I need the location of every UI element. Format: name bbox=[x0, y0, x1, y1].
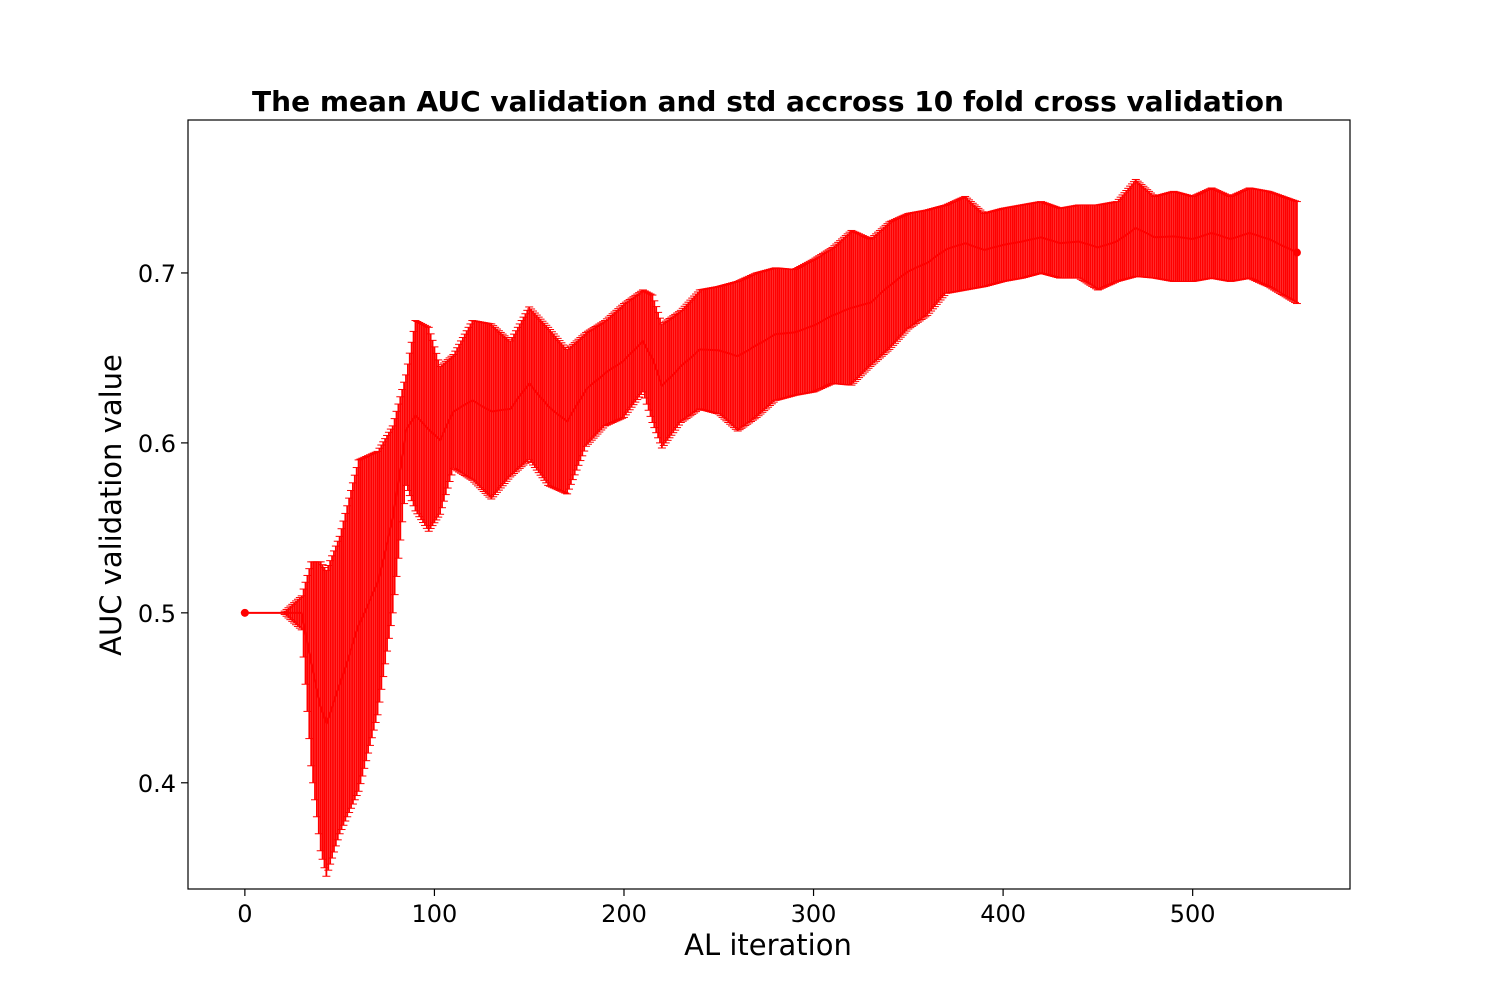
x-tick-label: 400 bbox=[980, 900, 1026, 928]
x-tick-label: 200 bbox=[601, 900, 647, 928]
y-axis: 0.4 0.5 0.6 0.7 bbox=[138, 260, 188, 798]
end-marker bbox=[1292, 248, 1301, 257]
x-tick-label: 500 bbox=[1170, 900, 1216, 928]
x-axis: 0 100 200 300 400 500 bbox=[237, 889, 1216, 928]
plot-area bbox=[240, 178, 1301, 877]
x-tick-label: 0 bbox=[237, 900, 252, 928]
y-tick-label: 0.6 bbox=[138, 430, 176, 458]
x-axis-label: AL iteration bbox=[684, 928, 852, 962]
plot-frame bbox=[187, 119, 1351, 890]
start-marker bbox=[240, 608, 249, 617]
chart-title: The mean AUC validation and std accross … bbox=[252, 85, 1284, 118]
y-tick-label: 0.5 bbox=[138, 600, 176, 628]
mean-line bbox=[244, 226, 1298, 727]
y-tick-label: 0.4 bbox=[138, 770, 176, 798]
x-tick-label: 100 bbox=[412, 900, 458, 928]
y-tick-label: 0.7 bbox=[138, 260, 176, 288]
x-tick-label: 300 bbox=[791, 900, 837, 928]
y-axis-label: AUC validation value bbox=[94, 354, 128, 656]
